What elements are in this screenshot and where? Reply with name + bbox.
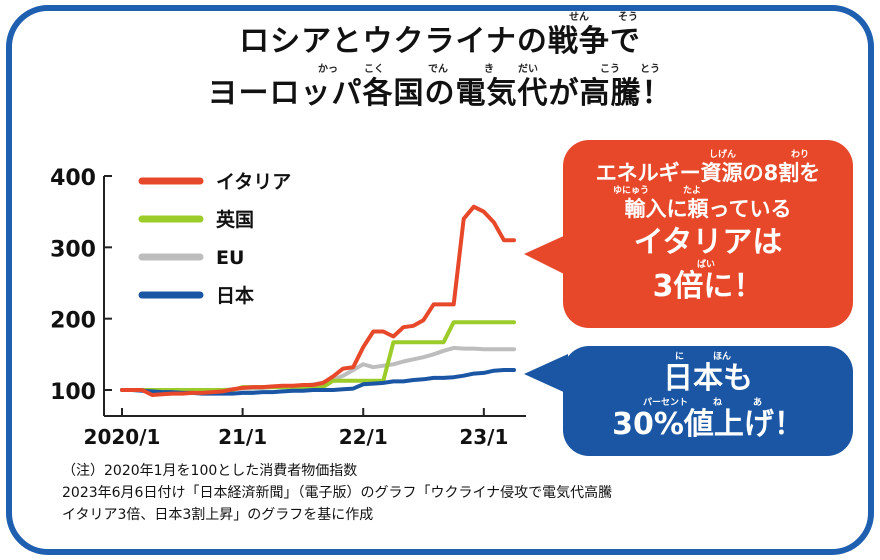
callout-italy-ruby-c: ばい <box>563 260 853 270</box>
ruby-ne: ね <box>713 398 723 408</box>
callout-tail-red <box>524 234 568 276</box>
y-tick-label: 300 <box>50 237 96 262</box>
ruby-ni: に <box>675 352 685 362</box>
ruby-yunyu: ゆにゅう <box>613 186 650 196</box>
y-tick-label: 400 <box>50 166 96 191</box>
page-title-line-1: ロシアとウクライナの戦争で <box>239 24 641 59</box>
page-title-line-2: ヨーロッパ各国の電気代が高騰！ <box>207 76 673 111</box>
note-line-1: （注）2020年1月を100とした消費者物価指数 <box>62 463 358 479</box>
x-tick-label: 22/1 <box>339 425 388 449</box>
callout-tail-blue <box>524 354 568 394</box>
callout-italy-ruby-b: ゆにゅう たよ <box>563 186 853 196</box>
ruby-hon: ほん <box>713 352 732 362</box>
title-block: せん そう ロシアとウクライナの戦争で かっ こく でん き だい こう とう … <box>0 8 880 112</box>
ruby-shigen: しげん <box>709 150 737 160</box>
ruby-wari: わり <box>791 150 810 160</box>
source-note: （注）2020年1月を100とした消費者物価指数 2023年6月6日付け「日本経… <box>62 460 612 526</box>
callout-japan-ruby-b: パーセント ね あ <box>563 398 853 408</box>
ruby-dai: だい <box>518 64 538 75</box>
y-tick-label: 100 <box>50 380 96 405</box>
legend-label-3: EU <box>216 247 244 269</box>
legend-label-4: 日本 <box>216 284 254 307</box>
title-ruby-row-2: かっ こく でん き だい こう とう <box>0 60 880 76</box>
ruby-bai: ばい <box>697 260 716 270</box>
note-line-2: 2023年6月6日付け「日本経済新聞」（電子版）のグラフ「ウクライナ侵攻で電気代… <box>62 485 613 501</box>
y-tick-label: 200 <box>50 309 96 334</box>
ruby-tou: とう <box>640 64 660 75</box>
ruby-kou: こう <box>600 64 620 75</box>
series-line-2 <box>120 320 516 392</box>
ruby-den: でん <box>428 64 448 75</box>
callout-italy-line3: イタリアは <box>633 225 783 260</box>
legend-label-1: イタリア <box>216 171 291 193</box>
ruby-a: あ <box>753 398 763 408</box>
ruby-percent: パーセント <box>643 398 689 408</box>
ruby-ki: き <box>484 64 494 75</box>
callout-japan: に ほん 日本も パーセント ね あ 30%値上げ！ <box>563 346 853 456</box>
x-tick-label: 2020/1 <box>84 425 161 449</box>
callout-italy-line4: 3倍に！ <box>652 269 764 304</box>
note-line-3: イタリア3倍、日本3割上昇」のグラフを基に作成 <box>62 507 374 523</box>
ruby-tayo: たよ <box>683 186 702 196</box>
callout-japan-line2: 30%値上げ！ <box>612 407 804 442</box>
ruby-koku: こく <box>364 64 384 75</box>
series-line-1 <box>120 204 516 397</box>
ruby-sou: そう <box>618 12 638 23</box>
callout-italy-line2: 輸入に頼っている <box>624 197 792 221</box>
callout-japan-ruby-a: に ほん <box>563 352 853 362</box>
callout-italy-line1: エネルギー資源の8割を <box>595 161 821 185</box>
callout-japan-line1: 日本も <box>663 361 753 396</box>
legend-label-2: 英国 <box>216 208 254 231</box>
x-tick-label: 21/1 <box>218 425 267 449</box>
ruby-sen: せん <box>569 12 589 23</box>
x-tick-label: 23/1 <box>459 425 508 449</box>
callout-italy-ruby-a: しげん わり <box>563 150 853 160</box>
ruby-ka: かっ <box>318 64 338 75</box>
callout-italy: しげん わり エネルギー資源の8割を ゆにゅう たよ 輸入に頼っている イタリア… <box>563 140 853 328</box>
title-ruby-row-1: せん そう <box>0 8 880 24</box>
